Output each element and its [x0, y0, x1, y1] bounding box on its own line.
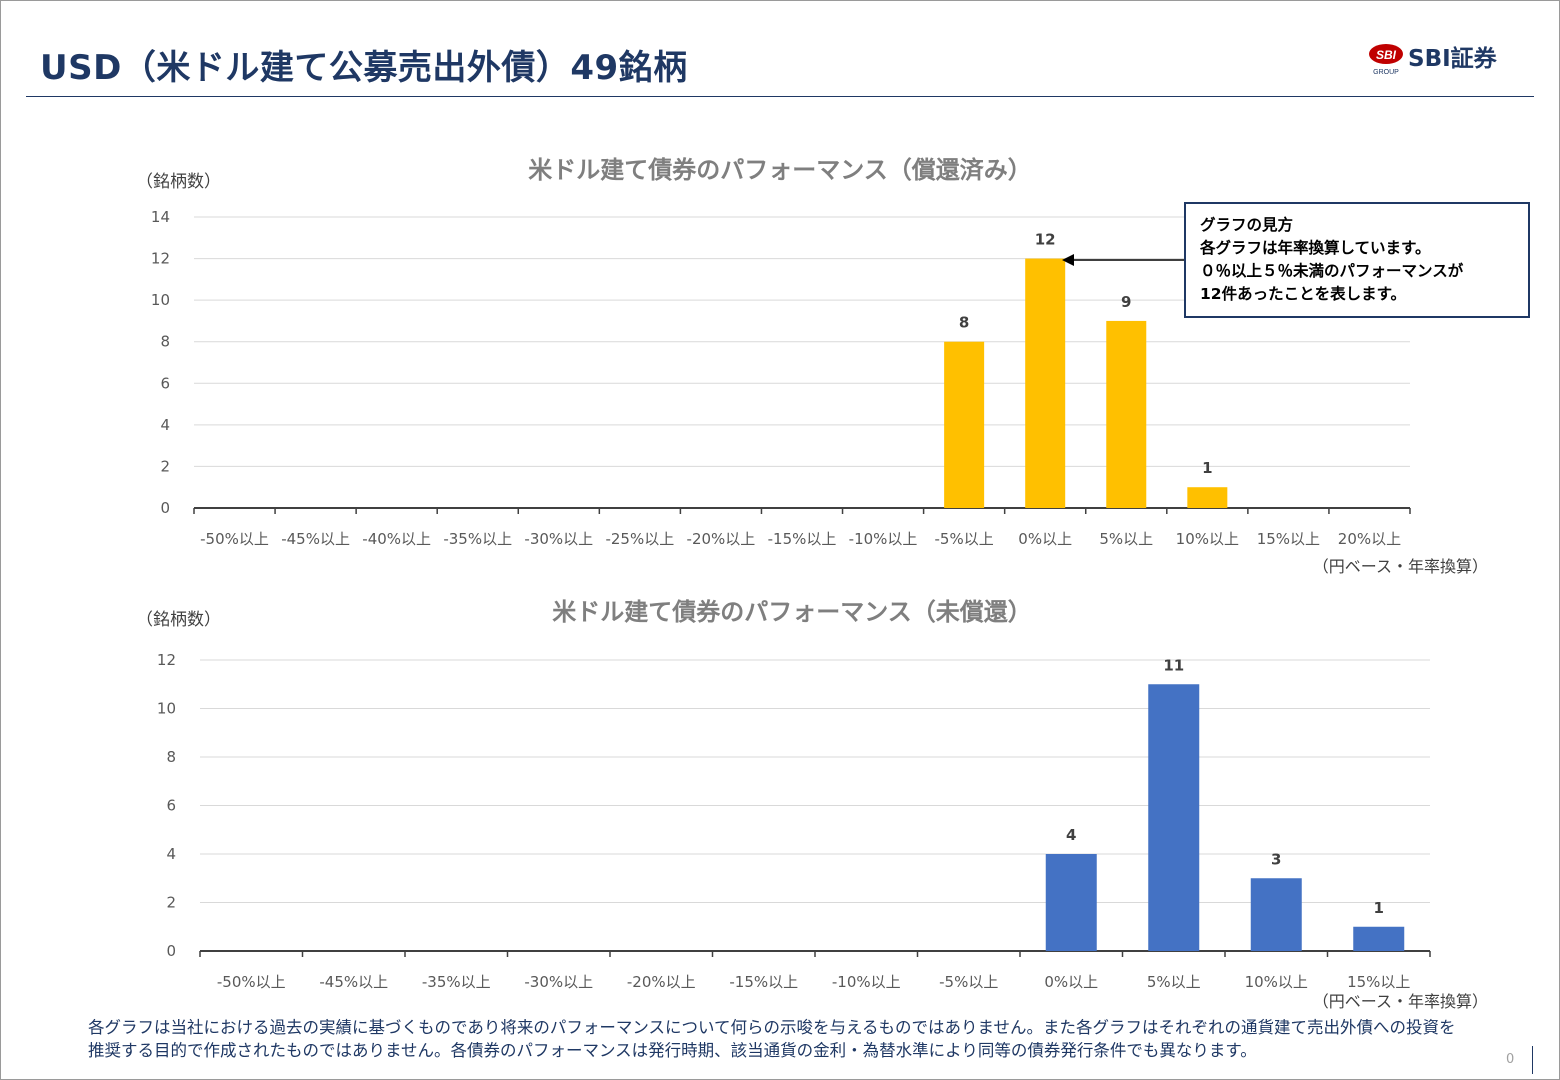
data-label: 4: [1066, 826, 1076, 844]
category-label: -40%以上: [362, 530, 431, 548]
data-label: 3: [1271, 850, 1281, 868]
category-label: -30%以上: [524, 530, 593, 548]
page-title: USD（米ドル建て公募売出外債）49銘柄: [40, 48, 688, 88]
y-tick-label: 4: [160, 416, 170, 434]
callout-line: グラフの見方: [1200, 216, 1294, 234]
bar: [1187, 487, 1228, 508]
category-label: 5%以上: [1099, 530, 1153, 548]
category-label: -45%以上: [281, 530, 350, 548]
category-label: 10%以上: [1245, 973, 1308, 991]
disclaimer-line: 推奨する目的で作成されたものではありません。各債券のパフォーマンスは発行時期、該…: [88, 1041, 1257, 1060]
category-label: -5%以上: [935, 530, 994, 548]
bar: [944, 341, 985, 508]
y-tick-label: 8: [160, 333, 170, 351]
category-label: 10%以上: [1176, 530, 1239, 548]
y-tick-label: 14: [151, 208, 170, 226]
callout-line: 各グラフは年率換算しています。: [1200, 239, 1431, 257]
x-axis-unit: （円ベース・年率換算）: [1313, 557, 1488, 576]
y-tick-label: 10: [157, 700, 176, 718]
category-label: -10%以上: [832, 973, 901, 991]
disclaimer: 各グラフは当社における過去の実績に基づくものであり将来のパフォーマンスについて何…: [88, 1016, 1508, 1062]
category-label: 15%以上: [1347, 973, 1410, 991]
category-label: 0%以上: [1044, 973, 1098, 991]
y-tick-label: 12: [151, 250, 170, 268]
title-divider: [26, 96, 1534, 97]
category-label: -20%以上: [627, 973, 696, 991]
category-label: -25%以上: [605, 530, 674, 548]
category-label: -45%以上: [319, 973, 388, 991]
callout-line: ０％以上５％未満のパフォーマンスが: [1200, 262, 1464, 280]
category-label: -20%以上: [687, 530, 756, 548]
category-label: -10%以上: [849, 530, 918, 548]
chart-outstanding: 米ドル建て債券のパフォーマンス（未償還） （銘柄数） 0 2 4 6 8 10 12 4 11…: [0, 590, 1560, 1015]
y-tick-label: 4: [166, 845, 176, 863]
category-label: 15%以上: [1257, 530, 1320, 548]
category-label: -15%以上: [729, 973, 798, 991]
bar: [1025, 258, 1066, 508]
chart-title: 米ドル建て債券のパフォーマンス（未償還）: [552, 598, 1032, 626]
disclaimer-line: 各グラフは当社における過去の実績に基づくものであり将来のパフォーマンスについて何…: [88, 1018, 1456, 1037]
y-axis-label: （銘柄数）: [136, 610, 221, 630]
category-label: 20%以上: [1338, 530, 1401, 548]
data-label: 12: [1035, 231, 1056, 249]
data-label: 8: [959, 314, 969, 332]
category-label: -35%以上: [443, 530, 512, 548]
y-tick-label: 0: [160, 499, 170, 517]
category-label: -5%以上: [939, 973, 998, 991]
logo-sub: GROUP: [1373, 69, 1399, 76]
category-label: 5%以上: [1147, 973, 1201, 991]
bar: [1106, 320, 1147, 508]
bar: [1250, 878, 1302, 951]
x-axis-unit: （円ベース・年率換算）: [1313, 992, 1488, 1011]
y-tick-label: 6: [160, 374, 170, 392]
category-label: -35%以上: [422, 973, 491, 991]
page-number: 0: [1506, 1052, 1515, 1067]
data-label: 11: [1163, 656, 1184, 674]
category-label: -50%以上: [200, 530, 269, 548]
sbi-logo: SBI GROUP SBI証券: [1369, 44, 1498, 76]
y-tick-label: 10: [151, 291, 170, 309]
data-label: 9: [1121, 293, 1131, 311]
y-axis-label: （銘柄数）: [136, 172, 221, 192]
bar: [1045, 854, 1097, 951]
logo-swoosh-icon: [1369, 44, 1403, 64]
logo-text: SBI証券: [1408, 45, 1498, 72]
data-label: 1: [1374, 899, 1384, 917]
category-label: -50%以上: [217, 973, 286, 991]
y-tick-label: 2: [160, 457, 170, 475]
bar: [1148, 684, 1200, 951]
bar: [1353, 926, 1405, 951]
data-label: 1: [1202, 459, 1212, 477]
y-tick-label: 2: [166, 894, 176, 912]
callout-arrow-icon: [1062, 254, 1184, 266]
y-tick-label: 6: [166, 797, 176, 815]
category-label: -30%以上: [524, 973, 593, 991]
logo-mark: SBI: [1376, 48, 1397, 62]
y-tick-label: 12: [157, 651, 176, 669]
category-label: 0%以上: [1018, 530, 1072, 548]
category-label: -15%以上: [768, 530, 837, 548]
y-tick-label: 8: [166, 748, 176, 766]
chart-title: 米ドル建て債券のパフォーマンス（償還済み）: [528, 156, 1032, 184]
chart-reading-guide-callout: グラフの見方 各グラフは年率換算しています。 ０％以上５％未満のパフォーマンスが…: [1184, 202, 1530, 318]
page-number-bar: [1532, 1046, 1533, 1074]
callout-line: 12件あったことを表します。: [1200, 285, 1407, 303]
y-tick-label: 0: [166, 942, 176, 960]
